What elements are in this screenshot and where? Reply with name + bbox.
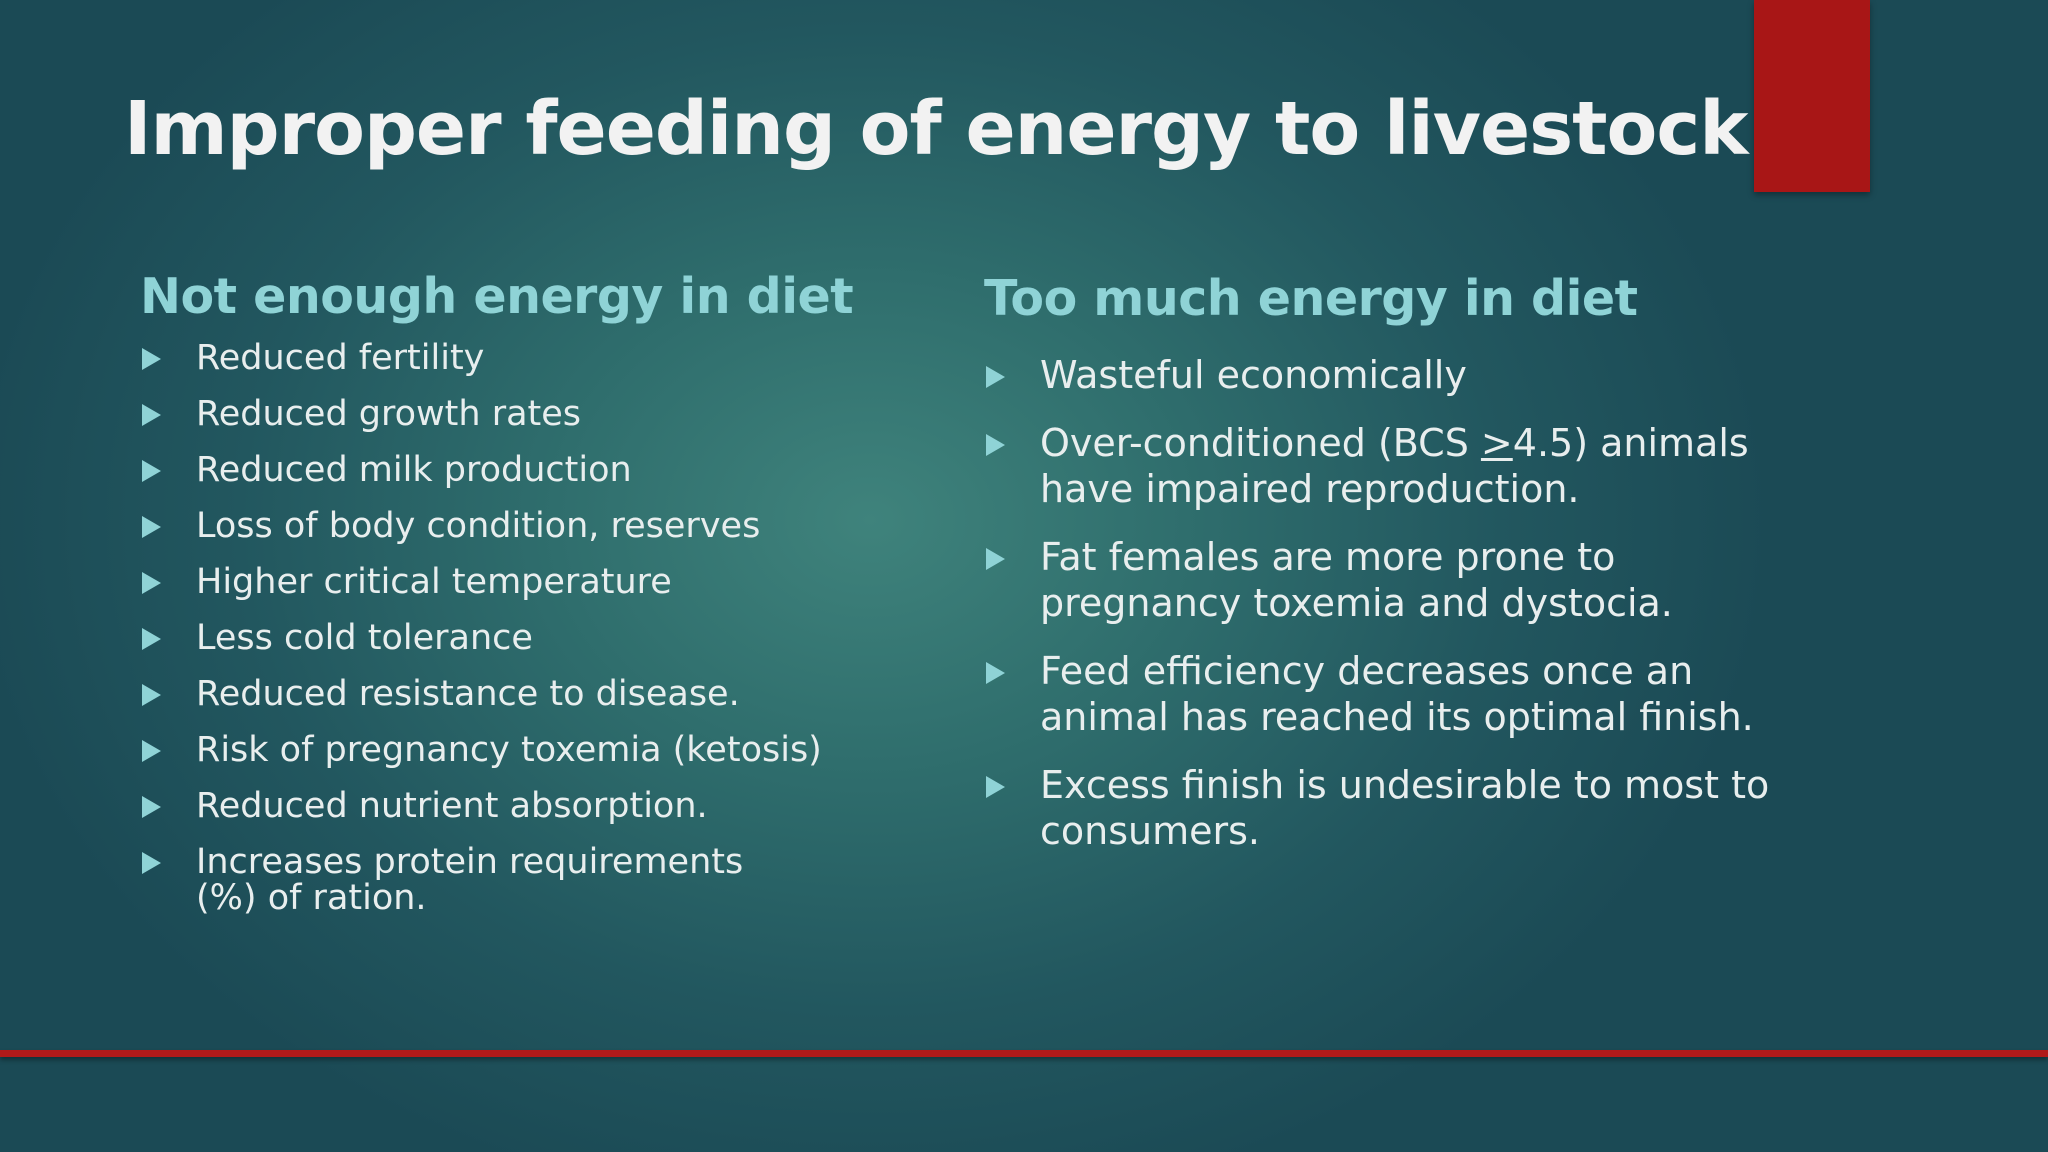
bullet-text-line: Over-conditioned (BCS >4.5) animals <box>1040 421 1749 465</box>
bullet-text-line: consumers. <box>1040 809 1261 853</box>
bullet-item: Fat females are more prone to pregnancy t… <box>984 534 1769 626</box>
bullet-text-line: Feed efficiency decreases once an <box>1040 649 1694 693</box>
bullet-item: Reduced resistance to disease. <box>140 676 822 712</box>
bullet-item: Reduced growth rates <box>140 396 822 432</box>
triangle-bullet-icon <box>142 460 161 482</box>
right-bullet-list: Wasteful economically Over-conditioned (B… <box>984 352 1769 876</box>
bullet-text-line: Excess finish is undesirable to most to <box>1040 763 1770 807</box>
triangle-bullet-icon <box>986 366 1005 388</box>
triangle-bullet-icon <box>142 684 161 706</box>
bullet-text-line: Loss of body condition, reserves <box>196 506 761 546</box>
triangle-bullet-icon <box>142 404 161 426</box>
bullet-item: Reduced nutrient absorption. <box>140 788 822 824</box>
bullet-text-line: Increases protein requirements <box>196 842 744 882</box>
bullet-text-line: Higher critical temperature <box>196 562 672 602</box>
triangle-bullet-icon <box>986 776 1005 798</box>
triangle-bullet-icon <box>986 548 1005 570</box>
left-bullet-list: Reduced fertility Reduced growth rates Red… <box>140 340 822 936</box>
triangle-bullet-icon <box>142 348 161 370</box>
right-column-heading: Too much energy in diet <box>984 270 1638 327</box>
bullet-item: Higher critical temperature <box>140 564 822 600</box>
bullet-item: Reduced milk production <box>140 452 822 488</box>
bullet-text-line: have impaired reproduction. <box>1040 467 1580 511</box>
bullet-item: Loss of body condition, reserves <box>140 508 822 544</box>
bullet-text-line: Reduced nutrient absorption. <box>196 786 708 826</box>
bullet-item: Less cold tolerance <box>140 620 822 656</box>
triangle-bullet-icon <box>142 516 161 538</box>
bullet-text-line: Reduced milk production <box>196 450 632 490</box>
bullet-item: Risk of pregnancy toxemia (ketosis) <box>140 732 822 768</box>
bullet-item: Wasteful economically <box>984 352 1769 398</box>
bullet-item: Reduced fertility <box>140 340 822 376</box>
triangle-bullet-icon <box>142 796 161 818</box>
triangle-bullet-icon <box>142 852 161 874</box>
triangle-bullet-icon <box>986 662 1005 684</box>
bullet-text-line: pregnancy toxemia and dystocia. <box>1040 581 1673 625</box>
triangle-bullet-icon <box>142 628 161 650</box>
bullet-text-line: Less cold tolerance <box>196 618 533 658</box>
bullet-text-line: Reduced growth rates <box>196 394 582 434</box>
red-accent-tab <box>1754 0 1870 192</box>
bullet-text-line: (%) of ration. <box>196 878 427 918</box>
bullet-text-line: Reduced resistance to disease. <box>196 674 740 714</box>
bullet-item: Increases protein requirements (%) of rat… <box>140 844 822 916</box>
triangle-bullet-icon <box>142 572 161 594</box>
bullet-text-line: Wasteful economically <box>1040 353 1467 397</box>
triangle-bullet-icon <box>142 740 161 762</box>
bullet-text-line: Risk of pregnancy toxemia (ketosis) <box>196 730 822 770</box>
triangle-bullet-icon <box>986 434 1005 456</box>
bullet-text-line: Fat females are more prone to <box>1040 535 1616 579</box>
bullet-item: Over-conditioned (BCS >4.5) animals have … <box>984 420 1769 512</box>
bottom-accent-line <box>0 1050 2048 1057</box>
bullet-item: Feed efficiency decreases once an animal … <box>984 648 1769 740</box>
left-column-heading: Not enough energy in diet <box>140 268 854 325</box>
slide-title: Improper feeding of energy to livestock <box>124 86 1748 172</box>
bullet-item: Excess finish is undesirable to most to c… <box>984 762 1769 854</box>
bullet-text-line: animal has reached its optimal finish. <box>1040 695 1754 739</box>
bullet-text-line: Reduced fertility <box>196 338 485 378</box>
